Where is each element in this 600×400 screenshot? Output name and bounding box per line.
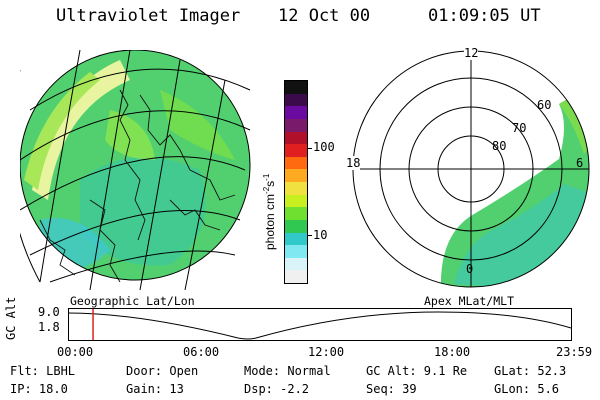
geographic-map-panel [20, 50, 251, 290]
colorbar-segment [285, 169, 307, 182]
mlt-label-0: 0 [466, 262, 474, 276]
colorbar-segment [285, 270, 307, 283]
mlt-label-18: 18 [346, 156, 361, 170]
altitude-strip-plot [68, 308, 572, 341]
date-text: 12 Oct 00 [278, 6, 371, 26]
time-tick-1800: 18:00 [434, 345, 471, 359]
colorbar-segment [285, 131, 307, 145]
colorbar-segment [285, 207, 307, 220]
right-panel-caption: Apex MLat/MLT [424, 294, 515, 308]
colorbar-segment [285, 81, 307, 94]
time-text: 01:09:05 UT [428, 6, 541, 26]
lat-lon-grid [20, 50, 251, 290]
info-gain: Gain: 13 [126, 382, 184, 396]
info-door: Door: Open [126, 364, 199, 378]
altitude-curve [68, 311, 572, 340]
colorbar-segment [285, 232, 307, 246]
info-gc-alt: GC Alt: 9.1 Re [366, 364, 468, 378]
colorbar-segment [285, 93, 307, 107]
colorbar-segment [285, 156, 307, 170]
coastlines [39, 89, 236, 283]
gc-alt-axis-label: GC Alt [4, 296, 18, 340]
mlat-label-60: 60 [537, 98, 552, 112]
mlat-label-70: 70 [512, 121, 527, 135]
mlat-label-80: 80 [492, 139, 507, 153]
info-seq: Seq: 39 [366, 382, 417, 396]
colorbar [284, 80, 308, 284]
time-tick-1200: 12:00 [308, 345, 345, 359]
colorbar-segment [285, 257, 307, 271]
info-ip: IP: 18.0 [10, 382, 68, 396]
imager-title: Ultraviolet Imager [56, 6, 241, 26]
info-glat: GLat: 52.3 [494, 364, 567, 378]
time-tick-2359: 23:59 [556, 345, 593, 359]
info-flt: Flt: LBHL [10, 364, 76, 378]
colorbar-segment [285, 245, 307, 258]
alt-tick-1-8: 1.8 [38, 320, 60, 334]
info-dsp: Dsp: -2.2 [244, 382, 310, 396]
left-panel-caption: Geographic Lat/Lon [70, 294, 195, 308]
colorbar-segment [285, 194, 307, 208]
mlt-label-6: 6 [576, 156, 584, 170]
colorbar-segment [285, 106, 307, 119]
colorbar-segment [285, 144, 307, 157]
colorbar-tick-10: 10 [313, 228, 328, 242]
colorbar-unit-label: photon cm-2s-1 [262, 173, 277, 250]
mlt-label-12: 12 [464, 46, 479, 60]
colorbar-tick-100: 100 [313, 140, 335, 154]
info-mode: Mode: Normal [244, 364, 331, 378]
alt-tick-9-0: 9.0 [38, 305, 60, 319]
colorbar-segment [285, 219, 307, 233]
colorbar-segment [285, 182, 307, 195]
colorbar-segment [285, 118, 307, 132]
mlat-mlt-polar-panel [352, 50, 590, 288]
time-tick-0600: 06:00 [183, 345, 220, 359]
info-glon: GLon: 5.6 [494, 382, 560, 396]
time-tick-0000: 00:00 [57, 345, 94, 359]
